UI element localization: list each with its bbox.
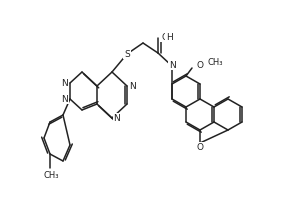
- Text: N: N: [62, 95, 68, 104]
- Text: N: N: [114, 113, 120, 122]
- Text: O: O: [161, 33, 168, 42]
- Text: N: N: [129, 82, 135, 91]
- Text: O: O: [196, 61, 203, 70]
- Text: O: O: [196, 143, 203, 152]
- Text: N: N: [169, 61, 175, 70]
- Text: H: H: [166, 33, 173, 42]
- Text: S: S: [124, 49, 130, 58]
- Text: N: N: [62, 79, 68, 88]
- Text: CH₃: CH₃: [208, 58, 224, 67]
- Text: CH₃: CH₃: [44, 171, 59, 180]
